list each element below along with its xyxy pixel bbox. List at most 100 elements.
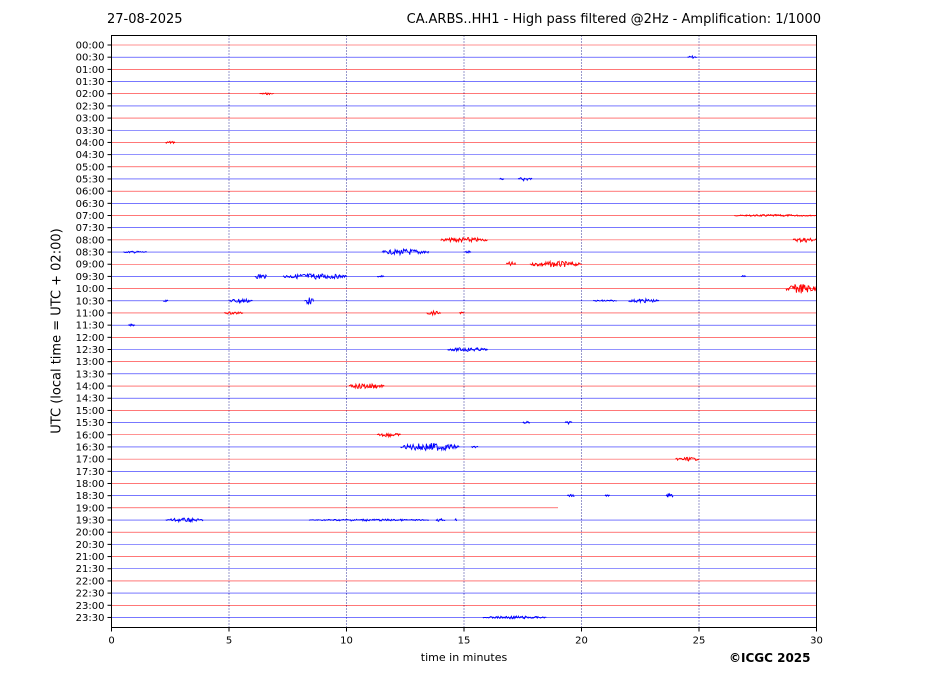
y-tick-label: 12:00: [76, 333, 105, 344]
y-tick-label: 07:30: [76, 223, 105, 234]
event-burst: [741, 275, 747, 278]
y-tick-label: 19:30: [76, 516, 105, 527]
event-burst: [564, 420, 573, 426]
event-burst: [792, 237, 817, 244]
event-burst: [259, 92, 274, 96]
event-burst: [123, 250, 148, 254]
event-burst: [687, 54, 697, 60]
event-burst: [604, 494, 610, 498]
y-tick-label: 23:30: [76, 613, 105, 624]
y-tick-label: 11:00: [76, 308, 105, 319]
y-tick-label: 05:00: [76, 162, 105, 173]
y-tick-label: 03:30: [76, 126, 105, 137]
x-tick-label: 20: [575, 636, 588, 647]
event-burst: [463, 250, 472, 254]
event-burst: [162, 299, 169, 303]
y-tick-label: 01:00: [76, 65, 105, 76]
y-tick-label: 11:30: [76, 321, 105, 332]
y-tick-label: 05:30: [76, 174, 105, 185]
event-burst: [628, 297, 660, 305]
copyright-label: ©ICGC 2025: [729, 651, 811, 665]
y-tick-label: 17:30: [76, 467, 105, 478]
y-tick-label: 23:00: [76, 601, 105, 612]
event-burst: [567, 493, 575, 498]
event-burst: [282, 272, 347, 281]
event-burst: [522, 420, 531, 424]
event-burst: [470, 445, 479, 449]
event-burst: [440, 236, 488, 244]
y-tick-label: 00:00: [76, 41, 105, 52]
y-tick-label: 01:30: [76, 77, 105, 88]
y-tick-label: 08:30: [76, 248, 105, 259]
event-burst: [400, 442, 460, 452]
y-tick-label: 02:00: [76, 89, 105, 100]
event-burst: [308, 518, 429, 522]
y-tick-label: 07:00: [76, 211, 105, 222]
y-tick-label: 17:00: [76, 455, 105, 466]
event-burst: [435, 517, 446, 522]
event-burst: [376, 432, 401, 439]
x-tick-label: 5: [226, 636, 232, 647]
y-tick-label: 04:30: [76, 150, 105, 161]
y-tick-label: 09:30: [76, 272, 105, 283]
y-tick-label: 12:30: [76, 345, 105, 356]
y-tick-label: 09:00: [76, 260, 105, 271]
event-burst: [517, 177, 533, 182]
y-tick-label: 13:00: [76, 357, 105, 368]
chart-title: CA.ARBS..HH1 - High pass filtered @2Hz -…: [406, 12, 821, 27]
vertical-grid: [228, 35, 700, 628]
x-tick-label: 10: [340, 636, 353, 647]
y-tick-label: 13:30: [76, 369, 105, 380]
event-burst: [348, 382, 385, 390]
plot-frame: [111, 35, 817, 628]
event-burst: [675, 456, 700, 462]
event-burst: [734, 213, 817, 218]
event-burst: [499, 177, 505, 181]
y-tick-label: 20:30: [76, 540, 105, 551]
y-tick-label: 08:00: [76, 235, 105, 246]
y-tick-label: 04:00: [76, 138, 105, 149]
x-tick-label: 0: [108, 636, 114, 647]
y-tick-label: 22:00: [76, 576, 105, 587]
y-tick-label: 02:30: [76, 101, 105, 112]
y-tick-label: 16:30: [76, 442, 105, 453]
event-burst: [593, 299, 617, 303]
event-burst: [165, 140, 176, 145]
event-burst: [224, 311, 244, 315]
y-tick-label: 15:30: [76, 418, 105, 429]
y-tick-label: 19:00: [76, 503, 105, 514]
y-tick-label: 14:30: [76, 394, 105, 405]
y-tick-label: 18:30: [76, 491, 105, 502]
event-burst: [228, 297, 253, 305]
x-tick-label: 15: [458, 636, 471, 647]
y-tick-label: 06:30: [76, 199, 105, 210]
y-tick-label: 18:00: [76, 479, 105, 490]
seismic-events: [123, 54, 817, 620]
event-burst: [454, 517, 458, 522]
trace-lines: [111, 44, 817, 618]
event-burst: [482, 614, 547, 620]
y-tick-label: 16:00: [76, 430, 105, 441]
event-burst: [529, 259, 582, 268]
event-burst: [127, 323, 136, 328]
y-tick-label: 06:00: [76, 187, 105, 198]
event-burst: [505, 260, 517, 267]
event-burst: [376, 274, 385, 278]
y-tick-label: 00:30: [76, 53, 105, 64]
y-tick-label: 20:00: [76, 528, 105, 539]
event-burst: [426, 309, 441, 317]
y-tick-label: 22:30: [76, 589, 105, 600]
y-tick-label: 21:30: [76, 564, 105, 575]
x-tick-label: 25: [693, 636, 706, 647]
y-tick-label: 14:00: [76, 382, 105, 393]
x-tick-label: 30: [810, 636, 823, 647]
y-tick-label: 15:00: [76, 406, 105, 417]
event-burst: [254, 273, 267, 280]
x-axis-ticks: 0 5 10 15 20 25 30: [108, 627, 823, 647]
event-burst: [381, 247, 430, 257]
y-tick-label: 03:00: [76, 114, 105, 125]
event-burst: [665, 492, 674, 498]
event-burst: [165, 516, 204, 524]
